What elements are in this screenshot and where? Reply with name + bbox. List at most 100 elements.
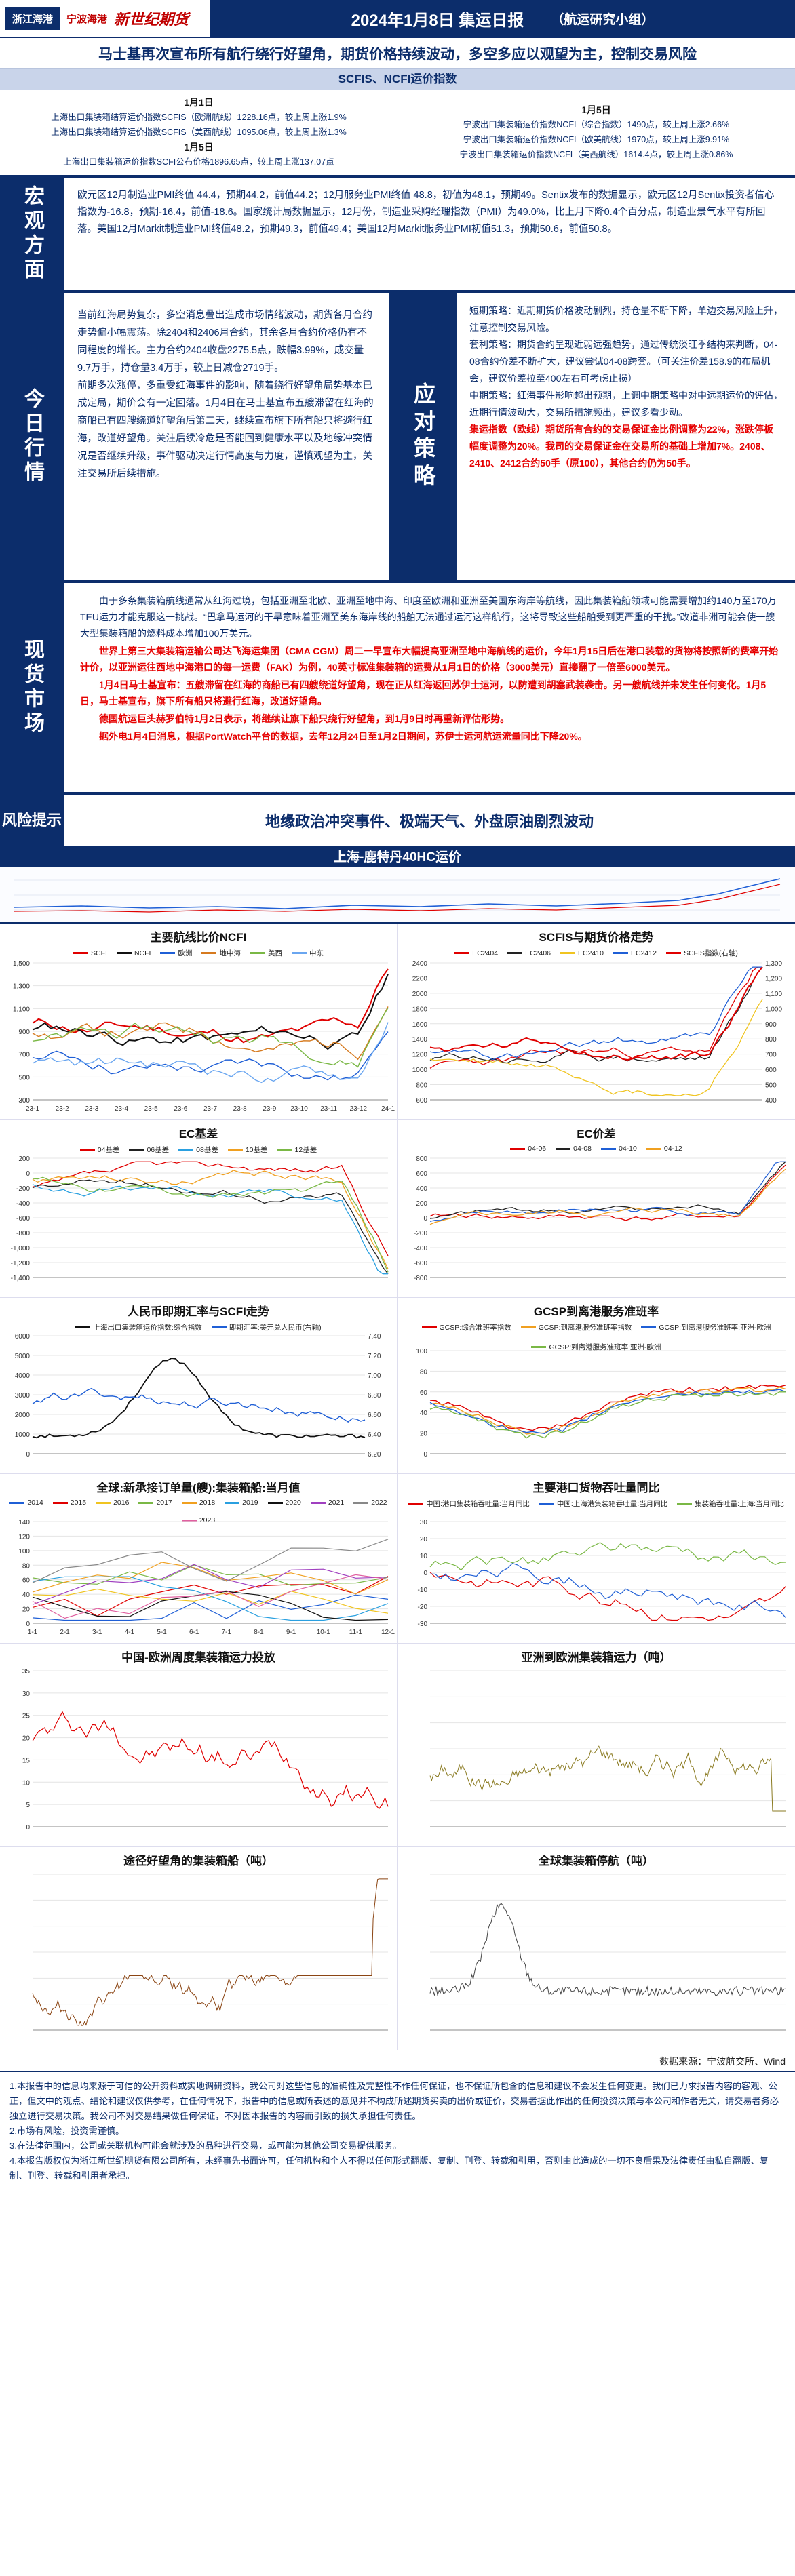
report-title: 2024年1月8日 集运日报 — [351, 11, 524, 30]
legend-entry: GCSP:综合准班率指数 — [421, 1322, 511, 1332]
series-line — [429, 1387, 786, 1435]
y-tick-label: 35 — [22, 1668, 31, 1676]
scfis-date-1: 1月1日 — [184, 97, 214, 108]
title-bar: 2024年1月8日 集运日报 （航运研究小组） — [210, 0, 795, 37]
y2-tick-label: 700 — [765, 1052, 777, 1059]
legend-entry: 04-12 — [646, 1145, 682, 1153]
series-line — [429, 999, 763, 1096]
chart-legend: 中国:港口集装箱吞吐量:当月同比 中国:上海港集装箱吞吐量:当月同比 集装箱吞吐量:… — [398, 1499, 795, 1509]
legend-label: 中国:港口集装箱吞吐量:当月同比 — [425, 1500, 530, 1508]
legend-label: 上海出口集装箱运价指数:综合指数 — [93, 1324, 202, 1332]
chart-title: 主要航线比价NCFI — [150, 931, 247, 944]
series-line — [429, 1168, 786, 1225]
chart-cape-vessels: 途径好望角的集装箱船（吨） — [0, 1847, 398, 2050]
legend-label: GCSP:到离港服务准班率指数 — [538, 1324, 632, 1332]
chart-axes: 35 30 25 20 15 10 5 0 — [22, 1668, 388, 1831]
legend-entry: SCFI — [73, 948, 107, 958]
x-tick-label: 6-1 — [189, 1629, 199, 1636]
chart-axes: 100 80 60 40 20 0 — [416, 1348, 786, 1459]
margin-notice: 集运指数（欧线）期货所有合约的交易保证金比例调整为22%，涨跌停板幅度调整为20… — [469, 424, 774, 469]
y-tick-label: 400 — [416, 1185, 427, 1193]
y-tick-label: 700 — [18, 1052, 30, 1059]
legend-entry: 08基差 — [178, 1145, 218, 1155]
strategy-arbitrage: 套利策略：期货合约呈现近弱远强趋势，通过传统淡旺季结构来判断，04-08合约价差… — [469, 339, 778, 384]
disclaimer-item: 3.在法律范围内，公司或关联机构可能会就涉及的品种进行交易，或可能为其他公司交易… — [9, 2141, 402, 2151]
chart-legend: SCFI NCFI 欧洲 地中海 美西 中东 — [0, 948, 397, 958]
chart-canvas: 800 600 400 200 0 -200 -400 -600 -800 — [414, 1155, 786, 1282]
legend-label: 美西 — [267, 949, 282, 957]
chart-canvas: 30 20 10 0 -10 -20 -30 — [418, 1519, 786, 1628]
chart-legend: 04-06 04-08 04-10 04-12 — [398, 1145, 795, 1153]
legend-label: 10基差 — [245, 1146, 268, 1154]
y-tick-label: 100 — [18, 1548, 30, 1555]
legend-swatch — [408, 1503, 423, 1505]
y-tick-label: 200 — [18, 1155, 30, 1163]
series-line — [32, 1562, 389, 1595]
x-tick-label: 1-1 — [28, 1629, 38, 1636]
series-line — [429, 966, 763, 1064]
chart-axes — [430, 1874, 786, 2031]
chart-asia-europe-capacity: 亚洲到欧洲集装箱运力（吨） — [398, 1644, 795, 1847]
legend-label: 04基差 — [97, 1146, 120, 1154]
series-line — [32, 1176, 389, 1273]
y2-tick-label: 7.20 — [368, 1353, 381, 1360]
y-tick-label: 1400 — [412, 1036, 428, 1044]
legend-label: 2020 — [285, 1499, 301, 1507]
scfis-left: 1月1日 上海出口集装箱结算运价指数SCFIS（欧洲航线）1228.16点，较上… — [0, 90, 398, 175]
chart-axes: 6000 7.40 5000 7.20 4000 7.00 3000 6.80 2000 6.60… — [15, 1333, 381, 1459]
chart-axes — [33, 1874, 388, 2031]
legend-swatch — [52, 1501, 68, 1504]
y-tick-label: 60 — [22, 1577, 31, 1585]
series-line — [32, 1588, 389, 1614]
series-line — [429, 1161, 786, 1222]
y-tick-label: -800 — [16, 1230, 30, 1237]
series-line — [32, 1008, 389, 1068]
chart-canvas: 100 80 60 40 20 0 — [416, 1348, 786, 1459]
chart-title: 全球集装箱停航（吨） — [539, 1855, 654, 1867]
chart-china-europe-capacity: 中国-欧洲周度集装箱运力投放 35 30 25 20 15 10 5 0 — [0, 1644, 398, 1847]
legend-entry: 04-10 — [601, 1145, 637, 1153]
series-line — [32, 1878, 388, 2026]
legend-label: 中东 — [309, 949, 324, 957]
chart-legend: 2014 2015 2016 2017 2018 2019 2020 2021 2022 2023 — [0, 1499, 397, 1524]
report-header: 浙江海港 宁波海港 新世纪期货 2024年1月8日 集运日报 （航运研究小组） — [0, 0, 795, 38]
logo-zhejiang-port: 浙江海港 — [5, 7, 60, 30]
legend-swatch — [353, 1501, 369, 1504]
legend-entry: 2020 — [267, 1499, 301, 1507]
chart-axes: 200 0 -200 -400 -600 -800 -1,000 -1,200 -1,400 — [11, 1155, 388, 1282]
y-tick-label: 200 — [416, 1200, 427, 1208]
y-tick-label: 2200 — [412, 975, 428, 983]
legend-entry: 04-08 — [556, 1145, 592, 1153]
series-line — [32, 968, 389, 1044]
route-rate-strip — [0, 867, 795, 924]
legend-swatch — [531, 1346, 547, 1348]
series-line — [32, 1358, 366, 1439]
y-tick-label: 20 — [22, 1735, 31, 1743]
chart-axes: 800 600 400 200 0 -200 -400 -600 -800 — [414, 1155, 786, 1282]
today-label: 今日行情 — [0, 293, 64, 580]
series-line — [32, 1006, 389, 1061]
logo-group: 浙江海港 宁波海港 新世纪期货 — [0, 0, 210, 37]
legend-entry: 2021 — [310, 1499, 344, 1507]
chart-title: 亚洲到欧洲集装箱运力（吨） — [521, 1651, 672, 1664]
y-tick-label: 0 — [423, 1451, 427, 1459]
x-tick-label: 7-1 — [222, 1629, 232, 1636]
spot-paragraph-portwatch: 据外电1月4日消息，根据PortWatch平台的数据，去年12月24日至1月2日… — [99, 731, 587, 742]
series-line — [32, 1170, 389, 1269]
legend-entry: GCSP:到离港服务准班率指数 — [520, 1322, 632, 1332]
legend-swatch — [178, 1149, 194, 1151]
series-line — [32, 1387, 366, 1423]
legend-label: 2017 — [156, 1499, 172, 1507]
disclaimer-item: 1.本报告中的信息均来源于可信的公开资料或实地调研资料，我公司对这些信息的准确性… — [9, 2081, 779, 2121]
scfis-section-title: SCFIS、NCFI运价指数 — [0, 69, 795, 90]
x-tick-label: 3-1 — [92, 1629, 102, 1636]
y-tick-label: 10 — [22, 1779, 31, 1787]
chart-ec-basis: EC基差 04基差 06基差 08基差 10基差 12基差 200 0 -200 -400 -6… — [0, 1120, 398, 1298]
y-tick-label: 20 — [420, 1431, 428, 1438]
legend-label: EC2404 — [472, 949, 499, 957]
y-tick-label: 60 — [420, 1389, 428, 1397]
spot-paragraph-hapag: 德国航运巨头赫罗伯特1月2日表示，将继续让旗下船只绕行好望角，到1月9日时再重新… — [99, 713, 510, 724]
x-tick-label: 4-1 — [125, 1629, 135, 1636]
legend-entry: 04基差 — [79, 1145, 120, 1155]
legend-swatch — [454, 952, 470, 954]
